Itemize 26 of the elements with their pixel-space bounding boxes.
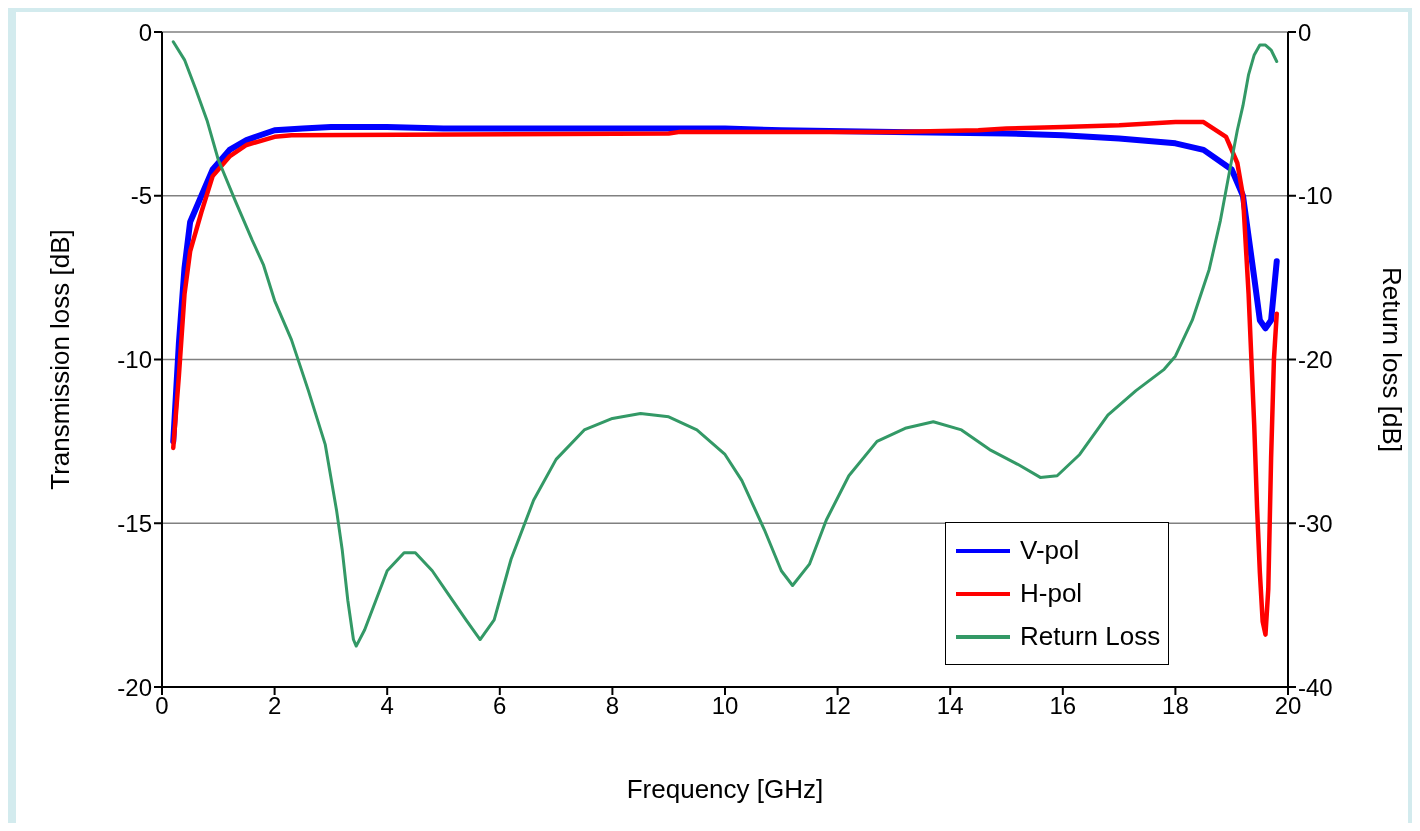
x-tick-label: 12 bbox=[824, 692, 851, 720]
x-tick-label: 10 bbox=[711, 692, 739, 720]
x-tick-label: 8 bbox=[605, 692, 620, 720]
x-tick-label: 6 bbox=[493, 692, 507, 720]
y-tick-label: -10 bbox=[117, 346, 152, 374]
x-tick-label: 16 bbox=[1049, 692, 1077, 720]
y-tick-label: -5 bbox=[130, 182, 152, 210]
legend-label: H-pol bbox=[1020, 578, 1083, 609]
x-tick-label: 4 bbox=[380, 692, 394, 720]
y-tick-label: -20 bbox=[117, 673, 152, 701]
x-tick-label: 20 bbox=[1274, 692, 1302, 720]
y2-tick-label: -30 bbox=[1298, 509, 1333, 537]
y2-tick-label: 0 bbox=[1298, 18, 1312, 46]
y-tick-label: -15 bbox=[117, 509, 152, 537]
x-tick-label: 0 bbox=[155, 692, 169, 720]
y2-tick-label: -10 bbox=[1298, 182, 1333, 210]
y-tick-label: 0 bbox=[138, 18, 152, 46]
y-axis-title: Transmission loss [dB] bbox=[45, 229, 76, 490]
x-tick-label: 14 bbox=[936, 692, 964, 720]
x-axis-title: Frequency [GHz] bbox=[626, 774, 824, 804]
x-tick-label: 2 bbox=[267, 692, 282, 720]
x-tick-label: 18 bbox=[1162, 692, 1189, 720]
y2-tick-label: -20 bbox=[1298, 346, 1333, 374]
legend-label: V-pol bbox=[1020, 535, 1080, 566]
y2-axis-title: Return loss [dB] bbox=[1376, 267, 1407, 452]
legend-label: Return Loss bbox=[1020, 621, 1161, 652]
